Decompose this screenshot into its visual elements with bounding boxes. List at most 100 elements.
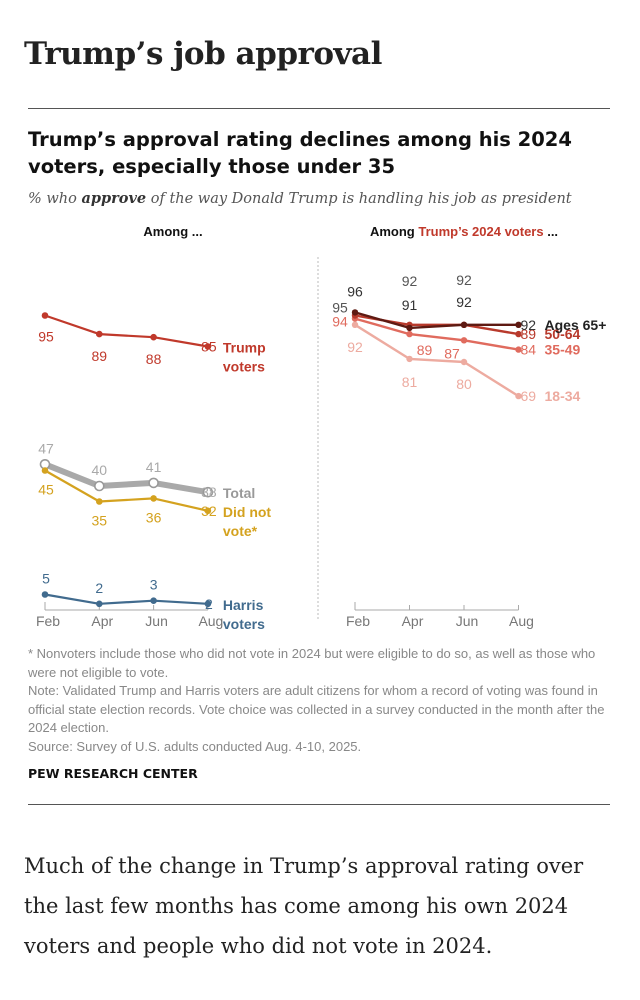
series-label-line: voters bbox=[223, 359, 265, 375]
marker-35-49 bbox=[406, 330, 413, 338]
marker-harris-voters bbox=[204, 600, 212, 608]
right-x-tick-aug: Aug bbox=[509, 613, 534, 629]
data-label-50-64: 92 bbox=[402, 273, 418, 289]
line-trump-voters bbox=[43, 314, 209, 348]
series-label-line: Harris bbox=[223, 597, 264, 613]
series-label-line: Total bbox=[223, 485, 255, 501]
line-ages-65 bbox=[354, 311, 519, 330]
marker-did-not-vote bbox=[96, 498, 103, 505]
marker-trump-voters bbox=[41, 312, 49, 319]
series-label-line: Trump bbox=[223, 340, 266, 356]
series-did-not-vote: 45 35 36 32 Did not vote* bbox=[38, 467, 271, 539]
marker-total bbox=[202, 486, 214, 498]
marker-did-not-vote bbox=[150, 495, 157, 502]
series-trump-voters: 95 89 88 85 Trump voters bbox=[38, 312, 266, 375]
series-ages-65: 96 91 92 92 Ages 65+ bbox=[347, 283, 606, 332]
series-35-49: 94 89 87 84 35-49 bbox=[332, 314, 580, 362]
data-label-total: 40 bbox=[92, 462, 108, 478]
series-label-line: vote* bbox=[223, 523, 258, 539]
data-label-harris-voters: 3 bbox=[150, 577, 158, 593]
series-label-50-64: 50-64 bbox=[545, 326, 581, 342]
right-panel-title-highlight: Trump’s 2024 voters bbox=[418, 224, 543, 239]
data-label-35-49: 87 bbox=[444, 345, 460, 361]
data-label-50-64: 89 bbox=[521, 326, 537, 342]
right-x-tick-jun: Jun bbox=[456, 613, 479, 629]
series-total: 47 40 41 38 Total bbox=[38, 440, 255, 501]
line-did-not-vote bbox=[43, 469, 209, 512]
data-label-ages-65: 96 bbox=[347, 283, 363, 299]
data-label-35-49: 89 bbox=[417, 342, 433, 358]
series-label-line: voters bbox=[223, 616, 265, 632]
chart-notes: * Nonvoters include those who did not vo… bbox=[28, 645, 610, 756]
marker-did-not-vote bbox=[41, 467, 49, 474]
data-label-18-34: 80 bbox=[456, 376, 472, 392]
marker-harris-voters bbox=[96, 600, 103, 608]
marker-total bbox=[94, 480, 105, 492]
data-label-ages-65: 92 bbox=[456, 294, 472, 310]
marker-ages-65 bbox=[351, 309, 359, 316]
series-label-did-not-vote: Did not vote* bbox=[223, 504, 272, 539]
marker-ages-65 bbox=[406, 324, 413, 332]
data-label-35-49: 84 bbox=[521, 342, 537, 358]
bottom-divider bbox=[28, 804, 610, 805]
right-panel-title: Among Trump’s 2024 voters ... bbox=[370, 224, 558, 239]
marker-ages-65 bbox=[515, 321, 522, 328]
page-heading: Trump’s job approval bbox=[24, 36, 382, 72]
line-35-49 bbox=[354, 317, 519, 351]
data-label-did-not-vote: 35 bbox=[92, 513, 108, 529]
data-label-did-not-vote: 36 bbox=[146, 509, 162, 525]
marker-trump-voters bbox=[96, 330, 103, 338]
pew-logo-text: PEW RESEARCH CENTER bbox=[28, 766, 198, 781]
line-18-34 bbox=[354, 323, 520, 398]
marker-harris-voters bbox=[41, 591, 49, 598]
left-panel-title: Among ... bbox=[143, 224, 202, 239]
series-harris-voters: 5 2 3 2 Harris voters bbox=[41, 571, 265, 632]
note-validated-voters: Note: Validated Trump and Harris voters … bbox=[28, 683, 605, 735]
marker-18-34 bbox=[406, 355, 413, 363]
marker-18-34 bbox=[351, 321, 359, 328]
series-label-line: Did not bbox=[223, 504, 272, 520]
data-label-35-49: 94 bbox=[332, 314, 348, 330]
series-label-total: Total bbox=[223, 485, 255, 501]
line-total bbox=[42, 461, 211, 496]
data-label-did-not-vote: 32 bbox=[201, 503, 217, 519]
marker-ages-65 bbox=[460, 321, 468, 328]
series-label-trump-voters: Trump voters bbox=[223, 340, 266, 375]
data-label-18-34: 69 bbox=[521, 388, 537, 404]
data-label-total: 41 bbox=[146, 459, 162, 475]
data-label-harris-voters: 5 bbox=[42, 571, 50, 587]
marker-35-49 bbox=[460, 337, 468, 344]
marker-18-34 bbox=[515, 392, 522, 400]
data-label-trump-voters: 85 bbox=[201, 339, 217, 355]
chart-subtitle: % who approve of the way Donald Trump is… bbox=[28, 190, 572, 207]
data-label-did-not-vote: 45 bbox=[38, 482, 54, 498]
data-label-harris-voters: 2 bbox=[205, 596, 213, 612]
line-harris-voters bbox=[43, 593, 209, 605]
data-label-18-34: 81 bbox=[402, 374, 418, 390]
approval-chart: Among ... Feb Apr Jun Aug 95 89 88 85 Trump voters… bbox=[36, 224, 606, 632]
data-label-18-34: 92 bbox=[347, 339, 363, 355]
marker-35-49 bbox=[515, 346, 522, 353]
marker-harris-voters bbox=[150, 597, 157, 604]
marker-did-not-vote bbox=[204, 507, 212, 515]
data-label-trump-voters: 89 bbox=[92, 348, 108, 364]
data-label-total: 47 bbox=[38, 440, 54, 456]
right-x-tick-feb: Feb bbox=[346, 613, 370, 629]
footnote-nonvoters: * Nonvoters include those who did not vo… bbox=[28, 646, 596, 680]
right-x-tick-apr: Apr bbox=[402, 613, 424, 629]
data-label-50-64: 92 bbox=[456, 272, 472, 288]
marker-18-34 bbox=[460, 358, 468, 366]
chart-title: Trump’s approval rating declines among h… bbox=[28, 128, 572, 178]
marker-trump-voters bbox=[204, 343, 212, 350]
series-label-35-49: 35-49 bbox=[545, 342, 581, 358]
series-18-34: 92 81 80 69 18-34 bbox=[347, 321, 581, 404]
left-x-tick-feb: Feb bbox=[36, 613, 60, 629]
data-label-ages-65: 91 bbox=[402, 297, 418, 313]
series-label-18-34: 18-34 bbox=[545, 388, 581, 404]
data-label-trump-voters: 88 bbox=[146, 351, 162, 367]
data-label-ages-65: 92 bbox=[521, 317, 537, 333]
left-x-tick-aug: Aug bbox=[198, 613, 223, 629]
marker-total bbox=[148, 477, 159, 489]
series-label-harris-voters: Harris voters bbox=[223, 597, 265, 632]
